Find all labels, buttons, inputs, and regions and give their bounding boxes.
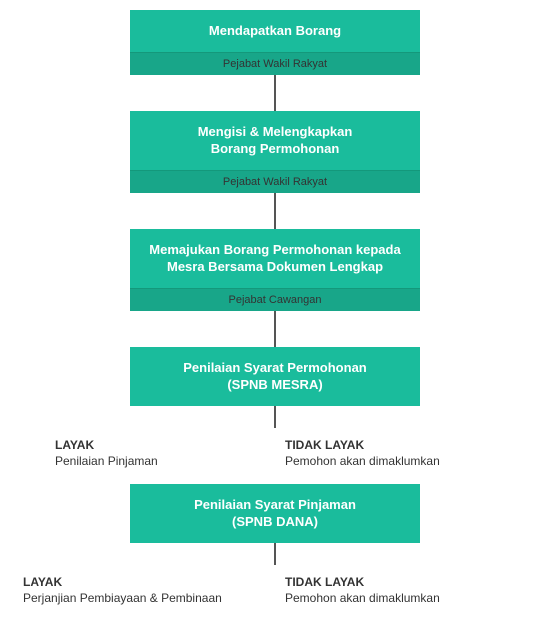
- flow-node-title: Mendapatkan Borang: [130, 10, 420, 52]
- flow-node-sublabel: Pejabat Cawangan: [130, 288, 420, 311]
- branch-label: LAYAK: [23, 575, 275, 589]
- flow-node-title: Penilaian Syarat Permohonan(SPNB MESRA): [130, 347, 420, 406]
- branch-label: TIDAK LAYAK: [285, 438, 535, 452]
- flow-node-sublabel: Pejabat Wakil Rakyat: [130, 170, 420, 193]
- flowchart: Mendapatkan Borang Pejabat Wakil Rakyat …: [0, 10, 550, 621]
- branch-desc: Pemohon akan dimaklumkan: [285, 454, 535, 468]
- branch-label: TIDAK LAYAK: [285, 575, 535, 589]
- branch-desc: Penilaian Pinjaman: [55, 454, 275, 468]
- flow-node-1: Mengisi & MelengkapkanBorang Permohonan …: [130, 111, 420, 193]
- flow-node-0: Mendapatkan Borang Pejabat Wakil Rakyat: [130, 10, 420, 75]
- connector: [274, 543, 276, 565]
- branch-right: TIDAK LAYAK Pemohon akan dimaklumkan: [275, 575, 535, 605]
- branch-left: LAYAK Perjanjian Pembiayaan & Pembinaan: [15, 575, 275, 605]
- connector: [274, 406, 276, 428]
- flow-node-title: Memajukan Borang Permohonan kepadaMesra …: [130, 229, 420, 288]
- flow-node-sublabel: Pejabat Wakil Rakyat: [130, 52, 420, 75]
- flow-node-title: Penilaian Syarat Pinjaman(SPNB DANA): [130, 484, 420, 543]
- flow-node-3: Penilaian Syarat Permohonan(SPNB MESRA): [130, 347, 420, 406]
- branches-0: LAYAK Penilaian Pinjaman TIDAK LAYAK Pem…: [5, 428, 545, 484]
- branch-desc: Perjanjian Pembiayaan & Pembinaan: [23, 591, 275, 605]
- branch-desc: Pemohon akan dimaklumkan: [285, 591, 535, 605]
- flow-node-title: Mengisi & MelengkapkanBorang Permohonan: [130, 111, 420, 170]
- connector: [274, 311, 276, 347]
- connector: [274, 193, 276, 229]
- branch-left: LAYAK Penilaian Pinjaman: [15, 438, 275, 468]
- branch-right: TIDAK LAYAK Pemohon akan dimaklumkan: [275, 438, 535, 468]
- connector: [274, 75, 276, 111]
- branches-1: LAYAK Perjanjian Pembiayaan & Pembinaan …: [5, 565, 545, 621]
- flow-node-4: Penilaian Syarat Pinjaman(SPNB DANA): [130, 484, 420, 543]
- flow-node-2: Memajukan Borang Permohonan kepadaMesra …: [130, 229, 420, 311]
- branch-label: LAYAK: [55, 438, 275, 452]
